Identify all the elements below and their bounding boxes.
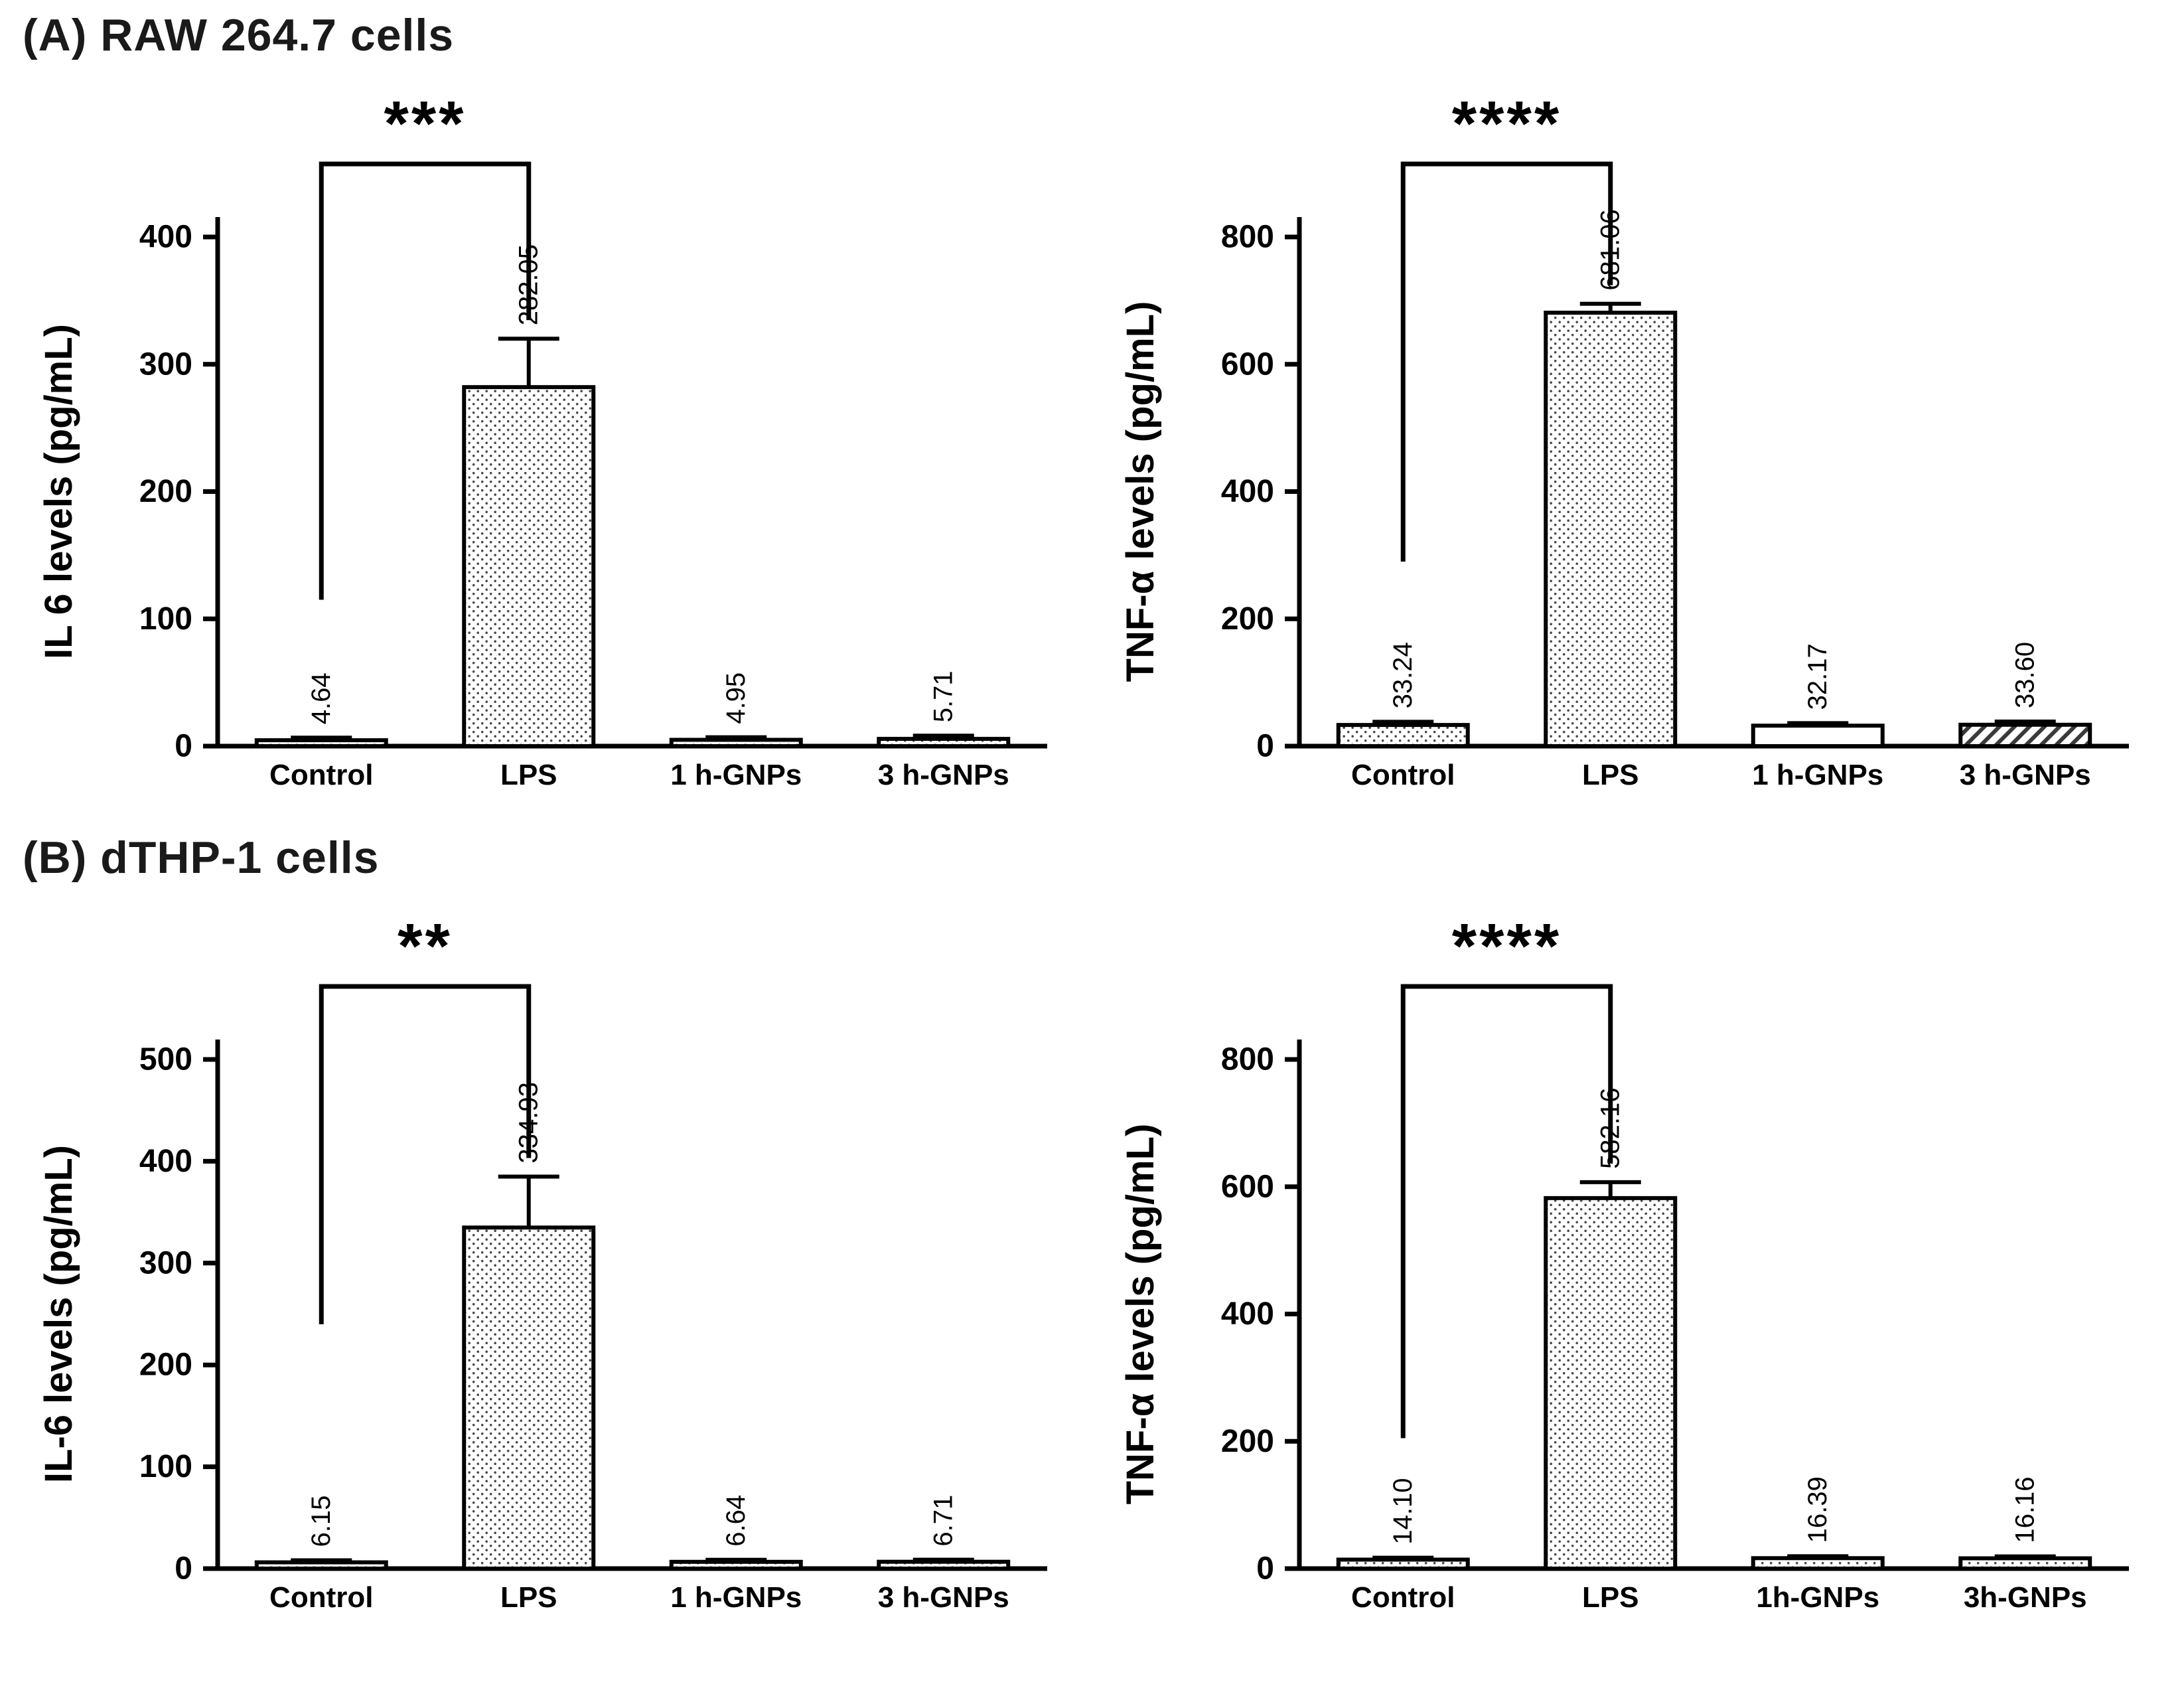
bar-chart-svg: 0 100 200 300 400 IL 6 levels (pg/mL) 4.64 Cont… <box>37 88 1047 791</box>
y-tick-label: 300 <box>139 347 192 382</box>
category-label: LPS <box>500 1581 557 1614</box>
bar <box>254 1560 388 1571</box>
figure: (A) RAW 264.7 cells 0 100 200 300 400 IL 6 le… <box>19 10 2171 1650</box>
category-label: Control <box>1351 759 1455 791</box>
bar <box>877 737 1011 749</box>
value-label: 5.71 <box>929 670 958 722</box>
y-axis-label: TNF-α levels (pg/mL) <box>1119 1124 1162 1505</box>
category-label: Control <box>1351 1581 1455 1614</box>
value-label: 33.60 <box>2011 642 2040 708</box>
significance-stars: ** <box>398 911 453 982</box>
significance-stars: **** <box>1452 911 1562 982</box>
y-tick-label: 400 <box>1221 1296 1274 1332</box>
category-label: 1h-GNPs <box>1756 1581 1879 1614</box>
category-label: Control <box>269 1581 373 1614</box>
bar <box>1336 723 1470 749</box>
value-label: 14.10 <box>1388 1478 1418 1544</box>
category-label: 3 h-GNPs <box>878 1581 1009 1614</box>
y-tick-label: 200 <box>139 474 192 509</box>
y-tick-label: 200 <box>139 1348 192 1383</box>
value-label: 6.64 <box>721 1495 751 1547</box>
chart-raw2647-il6: 0 100 200 300 400 IL 6 levels (pg/mL) 4.64 Cont… <box>19 61 1074 828</box>
value-label: 32.17 <box>1803 643 1832 710</box>
y-tick-label: 0 <box>175 1551 192 1587</box>
bar <box>1751 724 1885 748</box>
category-label: 3 h-GNPs <box>1960 759 2091 791</box>
section-b-title: (B) dTHP-1 cells <box>23 832 380 883</box>
bar <box>1336 1557 1470 1571</box>
y-tick-label: 0 <box>1256 1551 1274 1587</box>
bar <box>1958 722 2092 749</box>
bar <box>462 1225 596 1571</box>
bar <box>1544 1196 1678 1571</box>
value-label: 4.64 <box>307 672 336 724</box>
bar <box>462 385 596 748</box>
bar <box>669 737 803 748</box>
y-tick-label: 400 <box>1221 474 1274 509</box>
bar <box>1958 1556 2092 1571</box>
y-axis-label: IL-6 levels (pg/mL) <box>37 1145 80 1483</box>
y-tick-label: 400 <box>139 220 192 255</box>
y-tick-label: 0 <box>1256 729 1274 764</box>
y-tick-label: 400 <box>139 1144 192 1179</box>
significance-bracket <box>319 984 532 1324</box>
significance-bracket <box>319 161 532 600</box>
y-tick-label: 600 <box>1221 347 1274 382</box>
category-label: 1 h-GNPs <box>670 759 802 791</box>
y-tick-label: 100 <box>139 601 192 637</box>
bar <box>1751 1556 1885 1571</box>
significance-stars: **** <box>1452 88 1562 159</box>
section-a-title: (A) RAW 264.7 cells <box>23 10 455 60</box>
value-label: 33.24 <box>1388 642 1418 708</box>
chart-dthp1-tnfa: 0 200 400 600 800 TNF-α levels (pg/mL) 14.10 Co… <box>1100 884 2155 1650</box>
chart-raw2647-tnfa: 0 200 400 600 800 TNF-α levels (pg/mL) 33.24 Co… <box>1100 61 2155 828</box>
category-label: 1 h-GNPs <box>670 1581 802 1614</box>
bar <box>254 738 388 748</box>
value-label: 16.16 <box>2011 1477 2040 1543</box>
bar-chart-svg: 0 200 400 600 800 TNF-α levels (pg/mL) 33.24 Co… <box>1119 88 2129 791</box>
value-label: 4.95 <box>721 672 751 724</box>
y-axis-label: TNF-α levels (pg/mL) <box>1119 301 1162 682</box>
bar-chart-svg: 0 200 400 600 800 TNF-α levels (pg/mL) 14.10 Co… <box>1119 911 2129 1614</box>
category-label: LPS <box>1582 759 1639 791</box>
y-tick-label: 200 <box>1221 1424 1274 1459</box>
section-b-charts: 0 100 200 300 400 500 IL-6 levels (pg/mL) 6.15 C… <box>19 884 2171 1650</box>
bar <box>877 1559 1011 1571</box>
value-label: 6.71 <box>929 1495 958 1547</box>
y-tick-label: 500 <box>139 1042 192 1077</box>
section-a-charts: 0 100 200 300 400 IL 6 levels (pg/mL) 4.64 Cont… <box>19 61 2171 828</box>
y-tick-label: 300 <box>139 1245 192 1280</box>
category-label: 1 h-GNPs <box>1752 759 1883 791</box>
value-label: 16.39 <box>1803 1476 1832 1543</box>
y-axis-label: IL 6 levels (pg/mL) <box>37 324 80 659</box>
category-label: Control <box>269 759 373 791</box>
chart-dthp1-il6: 0 100 200 300 400 500 IL-6 levels (pg/mL) 6.15 C… <box>19 884 1074 1650</box>
bar-chart-svg: 0 100 200 300 400 500 IL-6 levels (pg/mL) 6.15 C… <box>37 911 1047 1614</box>
significance-stars: *** <box>384 88 466 159</box>
y-tick-label: 0 <box>175 729 192 764</box>
category-label: LPS <box>500 759 557 791</box>
y-tick-label: 100 <box>139 1449 192 1484</box>
y-tick-label: 800 <box>1221 1042 1274 1077</box>
y-tick-label: 600 <box>1221 1169 1274 1204</box>
significance-bracket <box>1400 161 1613 562</box>
category-label: 3h-GNPs <box>1964 1581 2087 1614</box>
value-label: 6.15 <box>307 1496 336 1547</box>
y-tick-label: 200 <box>1221 601 1274 637</box>
bar <box>1544 311 1678 748</box>
bar <box>669 1559 803 1571</box>
category-label: 3 h-GNPs <box>878 759 1009 791</box>
significance-bracket <box>1400 984 1613 1438</box>
y-tick-label: 800 <box>1221 220 1274 255</box>
category-label: LPS <box>1582 1581 1639 1614</box>
